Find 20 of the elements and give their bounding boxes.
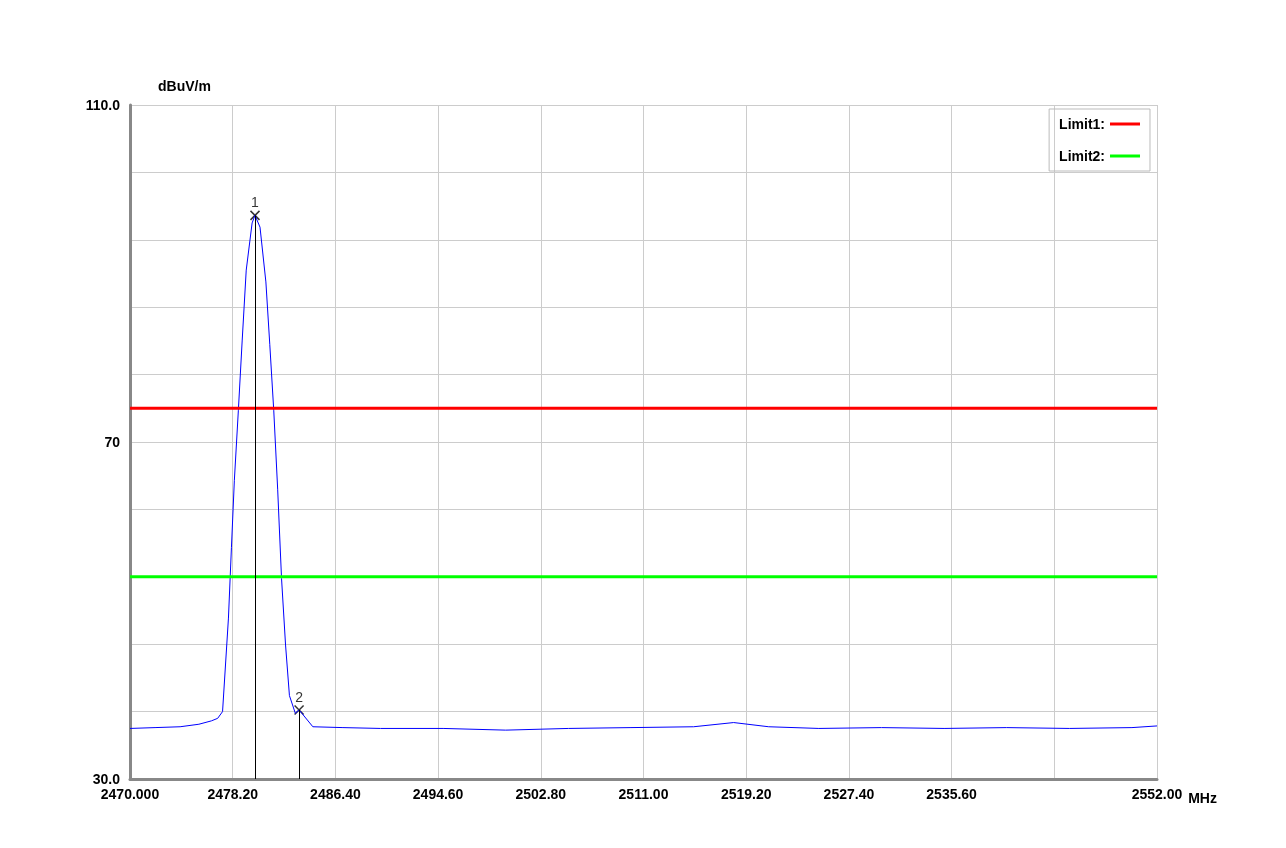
- line-series: [129, 214, 1158, 731]
- x-tick-label: 2494.60: [412, 786, 464, 802]
- legend-label: Limit2:: [1059, 148, 1105, 164]
- x-tick-label: 2470.000: [100, 786, 160, 802]
- y-tick-label: 30.0: [92, 771, 121, 787]
- y-axis-title: dBuV/m: [158, 78, 211, 94]
- x-tick-label: 2511.00: [618, 786, 669, 802]
- x-tick-label: 2535.60: [926, 786, 978, 802]
- x-tick-label: 2527.40: [823, 786, 875, 802]
- y-tick-label: 70: [104, 434, 121, 450]
- legend-label: Limit1:: [1059, 116, 1105, 132]
- x-tick-label: 2478.20: [207, 786, 259, 802]
- x-axis-title: MHz: [1188, 790, 1217, 806]
- x-tick-label: 2552.00: [1131, 786, 1183, 802]
- x-tick-label: 2486.40: [310, 786, 361, 802]
- x-tick-label: 2519.20: [720, 786, 772, 802]
- x-tick-label: 2502.80: [515, 786, 567, 802]
- y-tick-label: 110.0: [85, 97, 121, 113]
- annotation: 2: [295, 688, 304, 705]
- annotation: 1: [251, 194, 260, 211]
